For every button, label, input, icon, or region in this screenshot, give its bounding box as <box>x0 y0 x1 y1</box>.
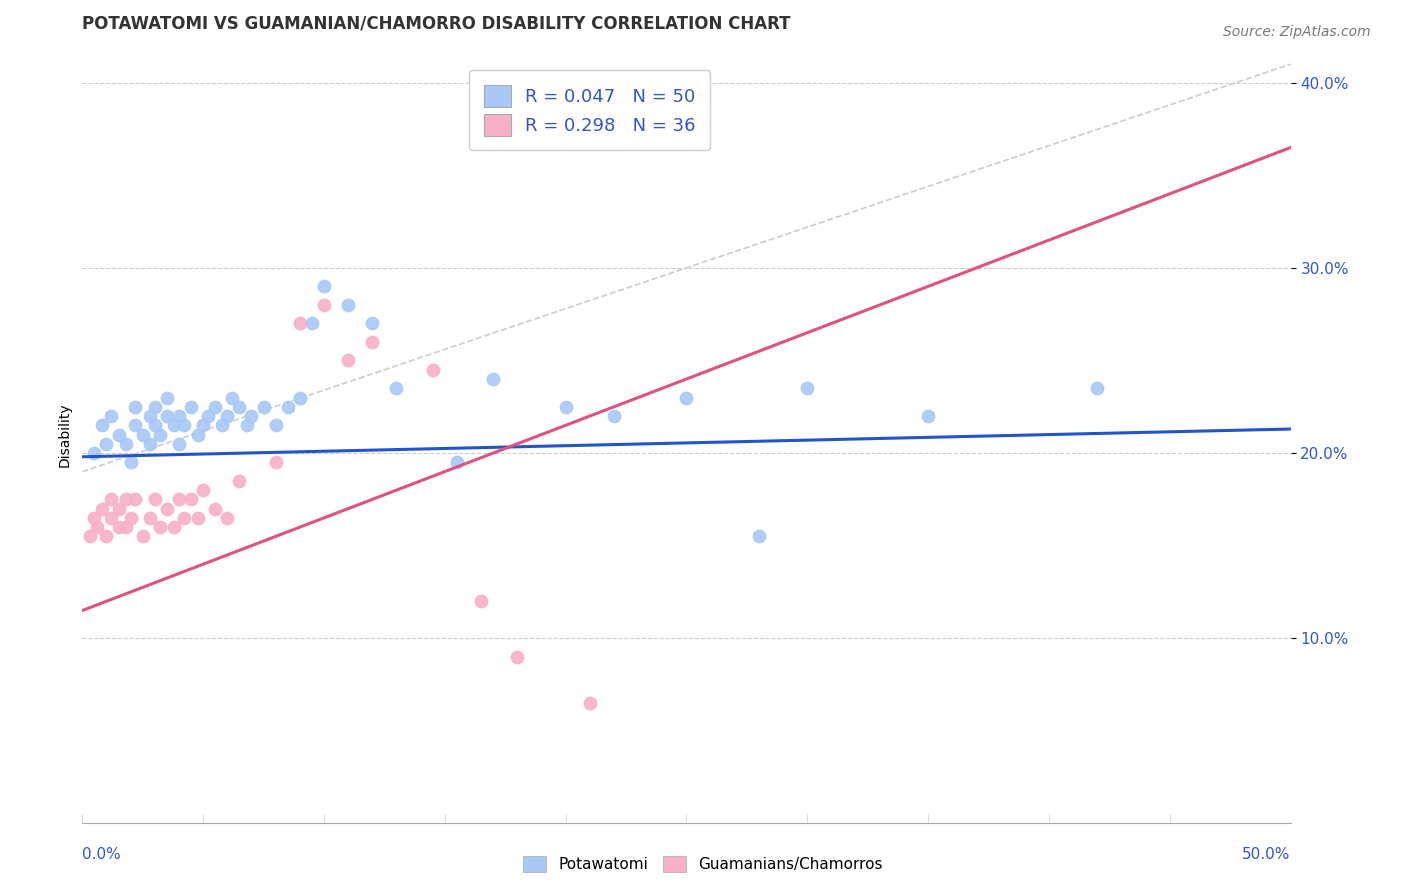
Text: 50.0%: 50.0% <box>1243 847 1291 863</box>
Point <box>361 334 384 349</box>
Point <box>107 520 129 534</box>
Point <box>139 409 162 423</box>
Point <box>603 409 626 423</box>
Point <box>163 520 186 534</box>
Point <box>143 400 166 414</box>
Point <box>173 511 195 525</box>
Point <box>149 427 172 442</box>
Point <box>204 400 226 414</box>
Point <box>361 317 384 331</box>
Point <box>143 492 166 507</box>
Point <box>312 298 335 312</box>
Point <box>482 372 505 386</box>
Y-axis label: Disability: Disability <box>58 402 72 467</box>
Point <box>149 520 172 534</box>
Legend: Potawatomi, Guamanians/Chamorros: Potawatomi, Guamanians/Chamorros <box>516 848 890 880</box>
Point <box>675 391 697 405</box>
Point <box>100 409 122 423</box>
Point <box>506 649 529 664</box>
Point <box>120 511 142 525</box>
Point <box>96 437 118 451</box>
Point <box>337 353 360 368</box>
Point <box>191 483 214 497</box>
Point <box>748 529 770 543</box>
Point <box>1085 381 1108 395</box>
Point <box>156 409 179 423</box>
Point <box>167 437 190 451</box>
Point <box>264 418 287 433</box>
Point <box>83 511 105 525</box>
Point <box>422 363 444 377</box>
Point <box>197 409 219 423</box>
Point <box>83 446 105 460</box>
Point <box>173 418 195 433</box>
Point <box>124 418 146 433</box>
Point <box>107 427 129 442</box>
Point <box>554 400 576 414</box>
Point <box>228 474 250 488</box>
Point <box>100 511 122 525</box>
Point <box>470 594 492 608</box>
Point <box>167 409 190 423</box>
Point <box>139 437 162 451</box>
Point <box>796 381 818 395</box>
Point <box>187 511 209 525</box>
Point <box>204 501 226 516</box>
Point <box>211 418 233 433</box>
Point <box>124 492 146 507</box>
Point <box>131 427 153 442</box>
Point <box>180 492 202 507</box>
Point <box>100 492 122 507</box>
Point <box>139 511 162 525</box>
Point <box>79 529 101 543</box>
Text: Source: ZipAtlas.com: Source: ZipAtlas.com <box>1223 25 1371 39</box>
Point <box>288 391 311 405</box>
Point <box>90 418 112 433</box>
Point <box>163 418 186 433</box>
Point <box>221 391 243 405</box>
Text: POTAWATOMI VS GUAMANIAN/CHAMORRO DISABILITY CORRELATION CHART: POTAWATOMI VS GUAMANIAN/CHAMORRO DISABIL… <box>83 15 790 33</box>
Point <box>167 492 190 507</box>
Point <box>288 317 311 331</box>
Point <box>385 381 408 395</box>
Point <box>337 298 360 312</box>
Point <box>264 455 287 469</box>
Point <box>114 437 136 451</box>
Point <box>235 418 257 433</box>
Point <box>187 427 209 442</box>
Point <box>578 696 600 710</box>
Point <box>124 400 146 414</box>
Point <box>156 391 179 405</box>
Point <box>240 409 263 423</box>
Point <box>90 501 112 516</box>
Point <box>131 529 153 543</box>
Point <box>143 418 166 433</box>
Point <box>228 400 250 414</box>
Text: 0.0%: 0.0% <box>83 847 121 863</box>
Legend: R = 0.047   N = 50, R = 0.298   N = 36: R = 0.047 N = 50, R = 0.298 N = 36 <box>470 70 710 151</box>
Point <box>252 400 274 414</box>
Point <box>446 455 468 469</box>
Point <box>217 409 239 423</box>
Point <box>114 520 136 534</box>
Point <box>217 511 239 525</box>
Point <box>114 492 136 507</box>
Point <box>156 501 179 516</box>
Point <box>107 501 129 516</box>
Point <box>917 409 939 423</box>
Point <box>120 455 142 469</box>
Point <box>180 400 202 414</box>
Point <box>191 418 214 433</box>
Point <box>277 400 299 414</box>
Point <box>312 279 335 293</box>
Point <box>86 520 108 534</box>
Point <box>301 317 323 331</box>
Point <box>96 529 118 543</box>
